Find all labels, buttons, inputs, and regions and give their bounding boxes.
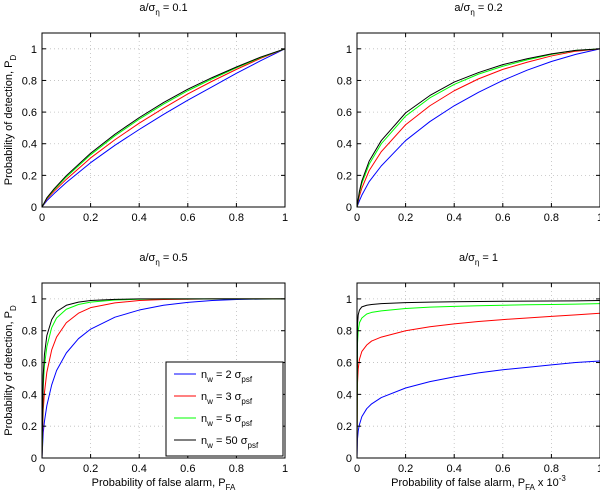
- panel-bottom-left-xtick-label-0: 0: [39, 463, 45, 475]
- panel-top-left-xtick-label-3: 0.6: [180, 212, 195, 224]
- panel-top-left-title: a/ση = 0.1: [139, 2, 187, 17]
- panel-bottom-right-ytick-label-2: 0.4: [337, 389, 352, 401]
- panel-top-right-axes-frame: [356, 32, 600, 208]
- panel-bottom-right-xtick-label-3: 0.6: [495, 463, 510, 475]
- panel-bottom-left-ytick-label-3: 0.6: [22, 358, 37, 370]
- panel-bottom-right-ytick-label-1: 0.2: [337, 421, 352, 433]
- panel-bottom-left: 0 0.2 0.4 0.6 0.8 1 0 0.2 0.4 0.6 0.8 1 a/ση = 0.5 Pr…: [3, 252, 288, 492]
- panel-top-right-ytick-label-2: 0.4: [337, 139, 352, 151]
- panel-bottom-left-ytick-label-0: 0: [31, 453, 37, 465]
- panel-bottom-left-ytick-label-5: 1: [31, 294, 37, 306]
- panel-bottom-left-xtick-label-1: 0.2: [83, 463, 98, 475]
- panel-top-right-title: a/ση = 0.2: [454, 2, 502, 17]
- panel-bottom-right-series-blue: [356, 360, 600, 459]
- panel-top-left-ylabel: Probability of detection, PD: [3, 55, 18, 186]
- panel-bottom-left-xtick-label-4: 0.8: [229, 463, 244, 475]
- panel-top-right-plot-area: [357, 33, 600, 207]
- panel-bottom-right-plot-area: [357, 283, 600, 458]
- legend-label-red: nw = 3 σpsf: [201, 391, 253, 406]
- panel-top-left-xtick-label-5: 1: [282, 212, 288, 224]
- panel-top-right-ytick-label-4: 0.8: [337, 75, 352, 87]
- panel-top-right-xtick-label-0: 0: [354, 212, 360, 224]
- panel-top-left-plot-area: [42, 33, 285, 207]
- panel-bottom-left-title: a/ση = 0.5: [139, 252, 187, 267]
- panel-bottom-right-title: a/ση = 1: [459, 252, 498, 267]
- panel-top-right-xtick-label-2: 0.4: [447, 212, 462, 224]
- panel-bottom-right: 0 0.2 0.4 0.6 0.8 1 0 0.2 0.4 0.6 0.8 1 a/ση = 1 Prob…: [337, 252, 600, 492]
- panel-bottom-right-ytick-label-3: 0.6: [337, 358, 352, 370]
- panel-top-right-series-green: [356, 48, 600, 208]
- panel-bottom-right-xtick-label-5: 1: [597, 463, 600, 475]
- panel-bottom-left-ytick-label-2: 0.4: [22, 389, 37, 401]
- panel-top-right-series-red: [356, 48, 600, 208]
- panel-top-left-xtick-label-1: 0.2: [83, 212, 98, 224]
- panel-top-right-ytick-label-1: 0.2: [337, 170, 352, 182]
- panel-top-right: 0 0.2 0.4 0.6 0.8 1 0 0.2 0.4 0.6 0.8 1 a/ση = 0.2: [337, 2, 600, 224]
- panel-bottom-left-series-black: [41, 298, 285, 459]
- legend-label-black: nw = 50 σpsf: [201, 435, 259, 450]
- panel-bottom-right-xtick-label-2: 0.4: [447, 463, 462, 475]
- legend-label-green: nw = 5 σpsf: [201, 413, 253, 428]
- panel-top-left: 0 0.2 0.4 0.6 0.8 1 0 0.2 0.4 0.6 0.8 1 a/ση = 0.1 Pr…: [3, 2, 288, 224]
- panel-top-left-ytick-label-1: 0.2: [22, 170, 37, 182]
- panel-top-right-series-blue: [356, 48, 600, 208]
- panel-top-left-series-red: [41, 48, 286, 208]
- panel-top-right-ytick-label-5: 1: [346, 44, 352, 56]
- panel-bottom-right-series-green: [356, 303, 600, 459]
- panel-bottom-left-ylabel: Probability of detection, PD: [3, 305, 18, 436]
- panel-top-right-xtick-label-5: 1: [597, 212, 600, 224]
- panel-bottom-left-series-blue: [41, 298, 286, 459]
- panel-top-left-xtick-label-0: 0: [39, 212, 45, 224]
- panel-bottom-left-xlabel: Probability of false alarm, PFA: [92, 477, 236, 492]
- panel-top-right-xtick-label-4: 0.8: [544, 212, 559, 224]
- panel-bottom-left-axes-frame: [41, 282, 286, 459]
- panel-bottom-right-axes-frame: [356, 282, 600, 459]
- panel-top-right-xtick-label-3: 0.6: [495, 212, 510, 224]
- legend-label-blue: nw = 2 σpsf: [201, 369, 253, 384]
- panel-top-left-ytick-label-3: 0.6: [22, 107, 37, 119]
- panel-top-left-axes-frame: [41, 32, 286, 208]
- panel-bottom-left-xtick-label-5: 1: [282, 463, 288, 475]
- panel-top-left-ytick-label-4: 0.8: [22, 75, 37, 87]
- panel-bottom-left-legend: nw = 2 σpsf nw = 3 σpsf nw = 5 σpsf nw = 50…: [165, 361, 284, 457]
- panel-bottom-right-ytick-label-5: 1: [346, 294, 352, 306]
- panel-bottom-right-xtick-label-1: 0.2: [398, 463, 413, 475]
- panel-bottom-right-ytick-label-4: 0.8: [337, 326, 352, 338]
- panel-bottom-left-xtick-label-2: 0.4: [132, 463, 147, 475]
- panel-bottom-right-ytick-label-0: 0: [346, 453, 352, 465]
- panel-bottom-right-series-black: [356, 300, 600, 459]
- panel-top-left-ytick-label-0: 0: [31, 202, 37, 214]
- panel-bottom-right-xlabel: Probability of false alarm, PFA x 10-3: [391, 474, 566, 492]
- panel-bottom-left-xtick-label-3: 0.6: [180, 463, 195, 475]
- panel-bottom-right-xtick-label-4: 0.8: [544, 463, 559, 475]
- panel-bottom-left-ytick-label-1: 0.2: [22, 421, 37, 433]
- panel-top-right-ytick-label-3: 0.6: [337, 107, 352, 119]
- panel-bottom-left-ytick-label-4: 0.8: [22, 326, 37, 338]
- panel-top-right-xtick-label-1: 0.2: [398, 212, 413, 224]
- panel-top-right-series-black: [356, 48, 600, 208]
- panel-bottom-right-xtick-label-0: 0: [354, 463, 360, 475]
- panel-top-left-series-blue: [41, 48, 286, 208]
- panel-top-left-ytick-label-2: 0.4: [22, 139, 37, 151]
- panel-top-left-xtick-label-4: 0.8: [229, 212, 244, 224]
- panel-top-right-ytick-label-0: 0: [346, 202, 352, 214]
- panel-top-left-series-black: [41, 48, 286, 208]
- panel-top-left-xtick-label-2: 0.4: [132, 212, 147, 224]
- panel-top-left-ytick-label-5: 1: [31, 44, 37, 56]
